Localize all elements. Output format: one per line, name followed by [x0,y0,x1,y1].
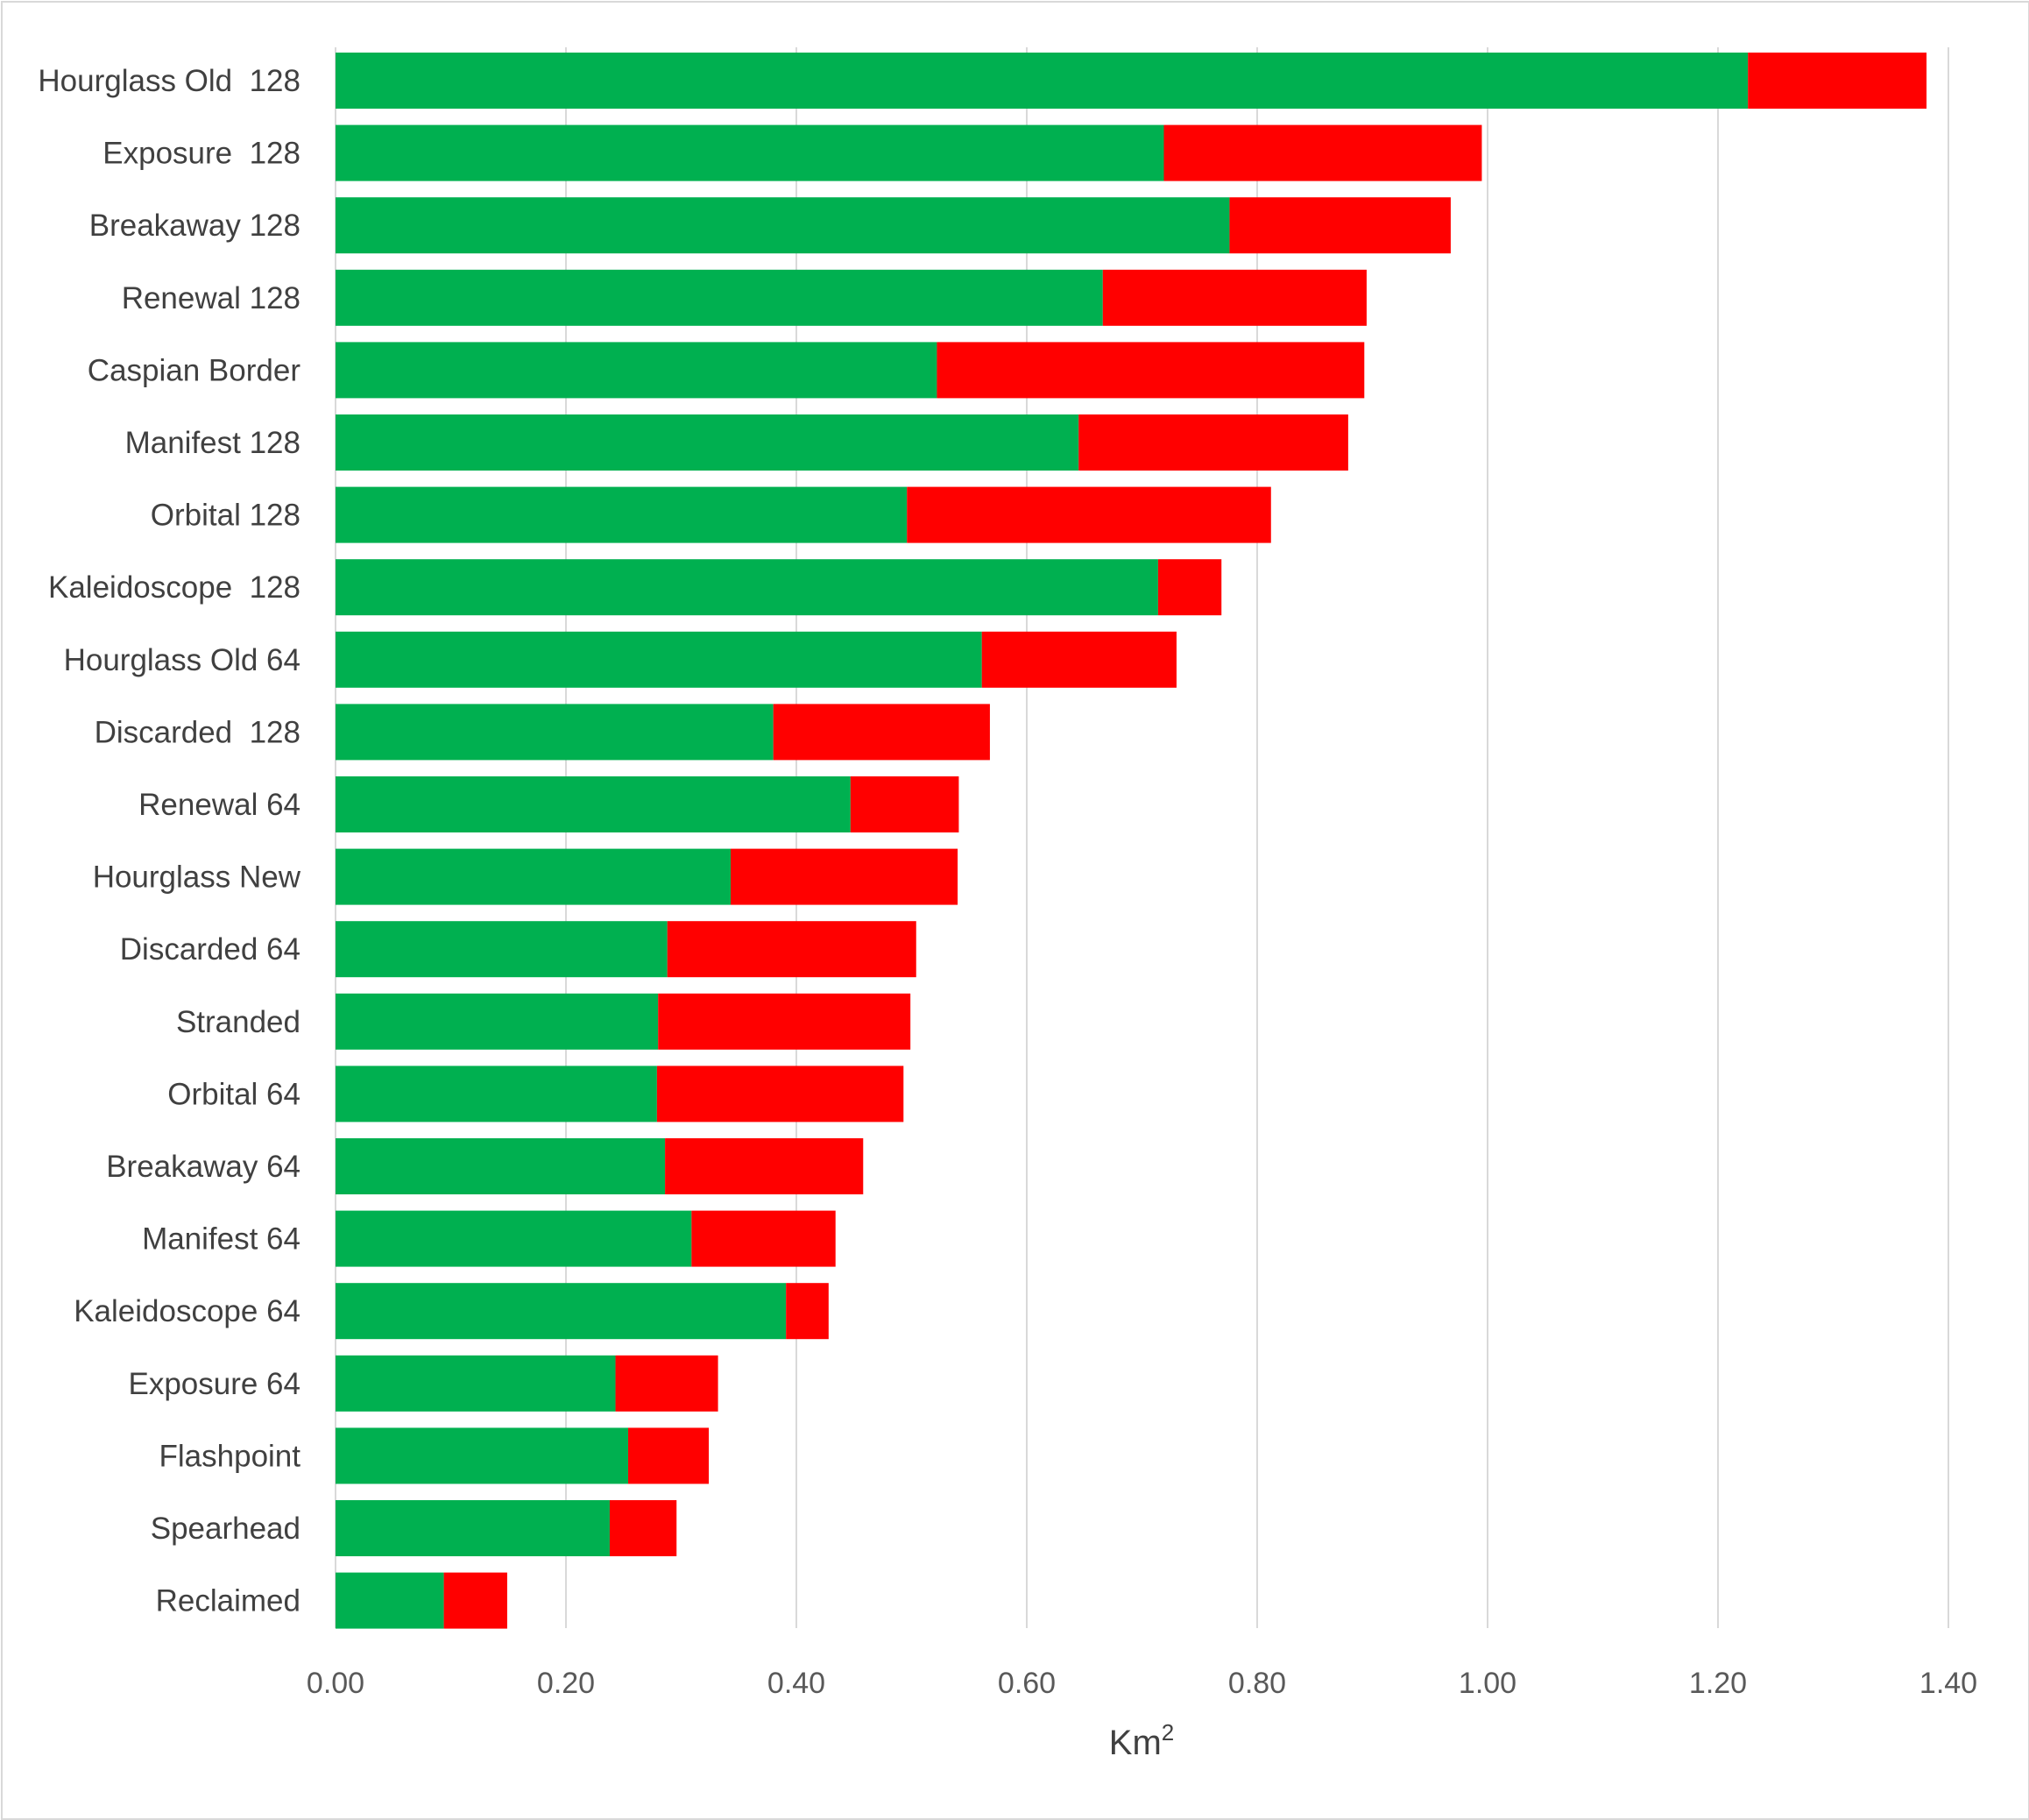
bar-segment-red [850,776,959,832]
bar-segment-green [336,197,1230,254]
category-label: Breakaway 128 [89,209,300,243]
bar-segment-red [773,704,990,761]
bar-segment-green [336,848,732,905]
bar-segment-green [336,124,1164,181]
category-label: Renewal 128 [122,281,300,315]
category-label: Flashpoint [159,1439,301,1473]
category-label: Kaleidoscope 64 [74,1294,300,1328]
category-label: Reclaimed [156,1584,300,1618]
bar-segment-green [336,53,1749,109]
x-tick-label: 0.20 [537,1667,595,1700]
category-label: Exposure 64 [128,1367,300,1401]
x-axis-title-base: Km [1109,1724,1162,1762]
bar-segment-green [336,414,1079,471]
x-tick-label: 0.60 [998,1667,1056,1700]
bar-segment-green [336,1283,787,1340]
bar-segment-green [336,704,774,761]
bar-segment-red [731,848,958,905]
bar-segment-green [336,342,937,399]
bar-segment-red [615,1355,718,1412]
category-label: Kaleidoscope 128 [48,570,300,605]
bar-segment-red [443,1572,507,1629]
bar-segment-red [937,342,1365,399]
bar-segment-green [336,1210,692,1267]
bar-segment-green [336,631,982,688]
bar-segment-green [336,1427,629,1484]
bar-segment-red [691,1210,836,1267]
x-tick-label: 0.40 [767,1667,825,1700]
bar-segment-red [1078,414,1348,471]
bar-segment-red [656,1066,904,1122]
category-labels: Hourglass Old 128 Exposure 128 Breakaway 1… [38,64,300,1618]
category-label: Breakaway 64 [106,1150,300,1184]
category-label: Orbital 128 [151,499,300,533]
bar-segment-red [981,631,1177,688]
category-label: Hourglass Old 128 [38,64,300,98]
bar-segment-red [609,1500,677,1556]
category-label: Orbital 64 [167,1077,300,1111]
x-tick-labels: 0.00 0.20 0.40 0.60 0.80 1.00 1.20 1.40 [307,1667,1977,1700]
bar-segment-green [336,269,1103,326]
category-label: Exposure 128 [103,137,300,171]
x-tick-label: 0.80 [1228,1667,1286,1700]
bars [336,53,1927,1629]
bar-segment-red [1229,197,1451,254]
category-label: Manifest 128 [125,426,300,460]
bar-segment-red [1748,53,1927,109]
bar-segment-green [336,486,908,543]
bar-segment-red [1163,124,1482,181]
x-tick-label: 1.20 [1689,1667,1747,1700]
x-axis-title: Km2 [1109,1719,1174,1762]
bar-segment-green [336,1066,657,1122]
category-label: Discarded 64 [120,932,300,967]
x-tick-label: 0.00 [307,1667,364,1700]
category-label: Manifest 64 [142,1222,300,1257]
bar-segment-green [336,1138,666,1194]
bar-segment-red [1157,559,1222,616]
bar-segment-green [336,921,668,978]
bar-segment-red [907,486,1271,543]
bar-segment-green [336,1572,444,1629]
bar-segment-red [658,993,911,1050]
bar-segment-green [336,1355,616,1412]
bar-segment-red [665,1138,864,1194]
bar-segment-red [667,921,916,978]
bar-segment-green [336,776,851,832]
category-label: Renewal 64 [138,788,300,822]
category-label: Hourglass New [93,860,301,895]
bar-segment-green [336,993,659,1050]
bar-segment-red [1102,269,1367,326]
category-label: Discarded 128 [95,715,300,749]
category-label: Spearhead [151,1512,300,1546]
bar-segment-red [628,1427,710,1484]
bar-segment-red [786,1283,829,1340]
bar-segment-green [336,1500,610,1556]
x-tick-label: 1.00 [1459,1667,1516,1700]
x-axis-title-superscript: 2 [1162,1719,1174,1746]
category-label: Caspian Border [88,353,301,387]
category-label: Hourglass Old 64 [64,643,300,677]
category-label: Stranded [176,1005,300,1039]
x-tick-label: 1.40 [1919,1667,1977,1700]
bar-segment-green [336,559,1158,616]
